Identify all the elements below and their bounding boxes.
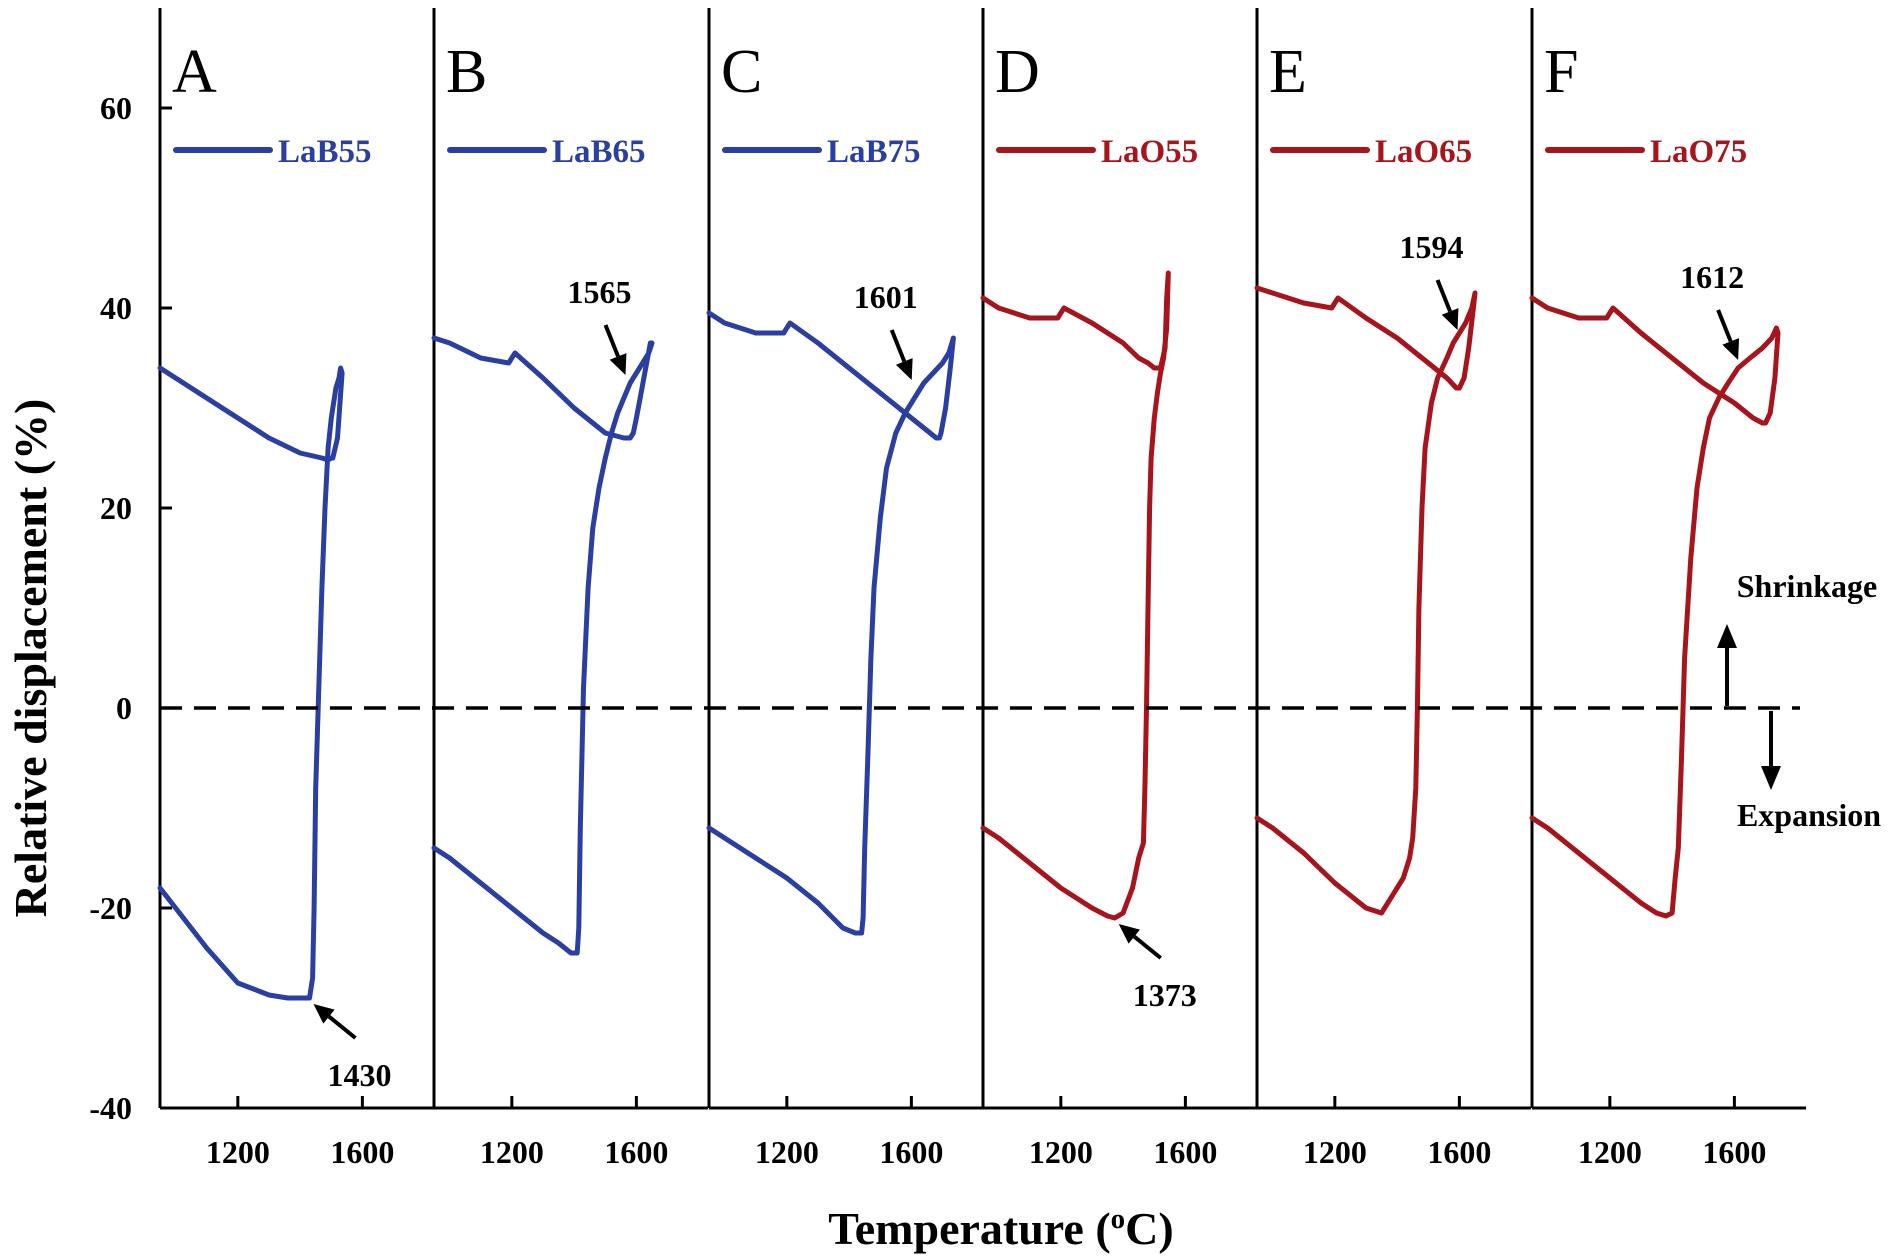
x-tick-label: 1600	[879, 1134, 943, 1170]
legend-label: LaO55	[1101, 134, 1198, 170]
annotation-arrow	[603, 324, 620, 358]
annotation-arrow	[1435, 279, 1452, 313]
panel-letter: E	[1269, 38, 1307, 106]
annotation-label: 1594	[1400, 229, 1464, 265]
x-tick-label: 1200	[1303, 1134, 1367, 1170]
annotation-label: 1373	[1133, 977, 1197, 1013]
annotation-arrow-head	[609, 353, 627, 375]
x-axis-title-superscript: o	[1111, 1203, 1126, 1235]
annotation-arrow	[1716, 309, 1733, 343]
y-tick-label: -40	[89, 1090, 132, 1126]
panel-letter: D	[995, 38, 1040, 106]
series-line-lab65	[431, 335, 655, 956]
y-tick-label: 0	[116, 690, 132, 726]
y-tick-label: 60	[100, 90, 132, 126]
y-tick-label: 40	[100, 290, 132, 326]
annotation-arrow-head	[895, 358, 913, 380]
x-axis-title-text: Temperature (	[828, 1203, 1110, 1254]
panel-e: 1200 1600 E LaO65 1594	[1254, 8, 1531, 1170]
y-tick-label: 20	[100, 490, 132, 526]
panel-d: 1200 1600 D LaO55 1373	[980, 8, 1257, 1170]
x-tick-label: 1200	[1029, 1134, 1093, 1170]
annotation-label: 1601	[854, 279, 918, 315]
legend-label: LaB75	[827, 134, 921, 170]
panel-a: 1200 1600 A LaB55 1430	[157, 8, 434, 1170]
series-line-lao55	[980, 270, 1171, 921]
legend-label: LaO65	[1375, 134, 1472, 170]
x-tick-label: 1600	[330, 1134, 394, 1170]
shrinkage-label: Shrinkage	[1737, 568, 1877, 604]
panel-letter: A	[172, 38, 217, 106]
annotation-arrow-head	[1722, 338, 1740, 360]
legend-label: LaO75	[1650, 134, 1747, 170]
annotation-arrow	[327, 1015, 357, 1040]
annotation-label: 1565	[567, 274, 631, 310]
x-tick-label: 1600	[604, 1134, 668, 1170]
panel-b: 1200 1600 B LaB65 1565	[431, 8, 708, 1170]
annotation-arrow-head	[313, 1004, 335, 1024]
x-tick-label: 1600	[1427, 1134, 1491, 1170]
panel-letter: B	[446, 38, 487, 106]
annotation-label: 1612	[1680, 259, 1744, 295]
x-tick-label: 1200	[755, 1134, 819, 1170]
x-tick-label: 1600	[1702, 1134, 1766, 1170]
y-axis-ticks: -40 -20 0 20 40 60	[89, 90, 172, 1126]
annotation-arrow	[889, 329, 907, 363]
panel-letter: F	[1544, 38, 1578, 106]
legend-label: LaB55	[278, 134, 372, 170]
series-line-lao75	[1529, 295, 1781, 919]
direction-indicator: Shrinkage Expansion	[1717, 568, 1881, 833]
annotation-label: 1430	[327, 1057, 391, 1093]
x-tick-label: 1200	[480, 1134, 544, 1170]
x-tick-label: 1600	[1153, 1134, 1217, 1170]
x-axis-title-unit: C)	[1125, 1203, 1174, 1254]
x-axis-title: Temperature (oC)	[828, 1203, 1173, 1254]
expansion-label: Expansion	[1737, 797, 1881, 833]
panel-f: 1200 1600 F LaO75 1612	[1529, 8, 1806, 1170]
legend-label: LaB65	[552, 134, 646, 170]
shrinkage-arrow-head	[1717, 624, 1737, 648]
series-line-lab55	[157, 365, 345, 1001]
series-line-lao65	[1254, 285, 1478, 916]
series-line-lab75	[706, 310, 956, 936]
y-tick-label: -20	[89, 890, 132, 926]
x-tick-label: 1200	[1578, 1134, 1642, 1170]
annotation-arrow-head	[1441, 308, 1459, 330]
panel-c: 1200 1600 C LaB75 1601	[706, 8, 983, 1170]
panel-letter: C	[721, 38, 762, 106]
annotation-arrow-head	[1118, 924, 1140, 944]
x-tick-label: 1200	[206, 1134, 270, 1170]
expansion-arrow-head	[1761, 766, 1781, 790]
y-axis-title: Relative displacement (%)	[5, 399, 56, 918]
annotation-arrow	[1132, 935, 1162, 960]
